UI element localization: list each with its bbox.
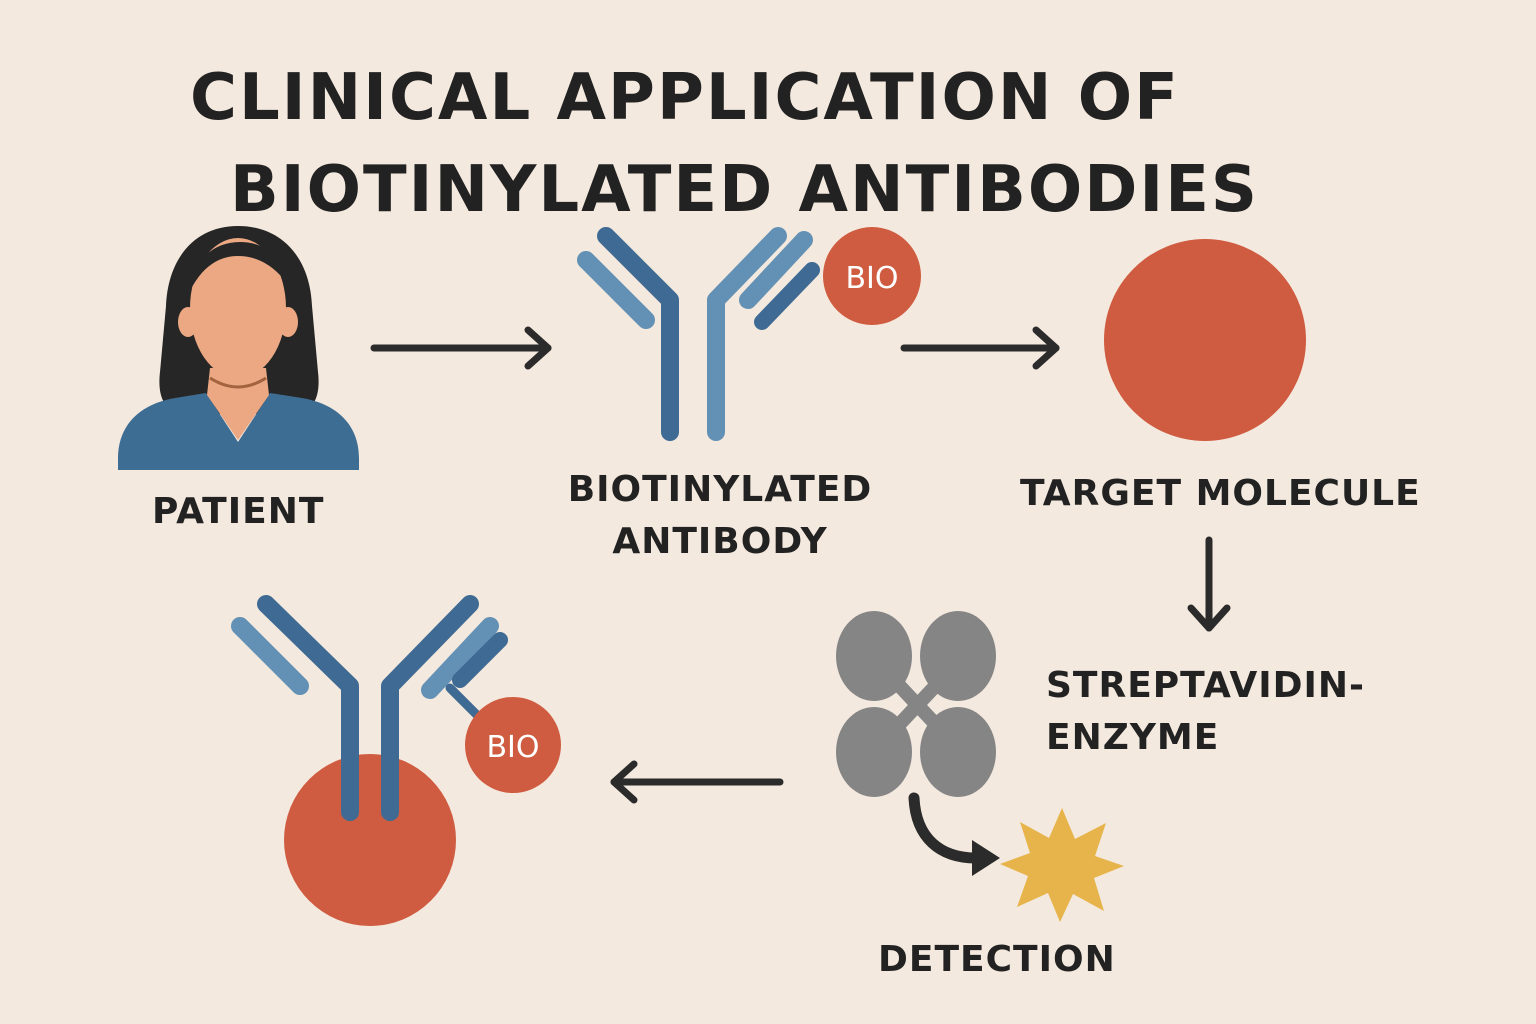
- biotin-tag-top-label: BIO: [845, 261, 898, 296]
- arrow-right-1: [370, 326, 552, 370]
- streptavidin-tetramer-icon: [836, 611, 996, 797]
- antibody-label-line-2: ANTIBODY: [612, 521, 828, 562]
- target-label: TARGET MOLECULE: [1020, 473, 1421, 514]
- streptavidin-label: STREPTAVIDIN- ENZYME: [1046, 660, 1365, 764]
- streptavidin-label-line-2: ENZYME: [1046, 717, 1220, 758]
- target-molecule-circle-icon: [1104, 239, 1306, 441]
- detection-label: DETECTION: [878, 939, 1116, 980]
- patient-person-icon: [118, 226, 359, 470]
- arrow-left: [610, 760, 784, 804]
- streptavidin-label-line-1: STREPTAVIDIN-: [1046, 665, 1365, 706]
- arrow-down: [1187, 536, 1231, 632]
- patient-label: PATIENT: [152, 491, 325, 532]
- antibody-y-icon: [577, 227, 820, 441]
- arrow-curved-to-detection: [908, 792, 1000, 876]
- biotin-tag-top: BIO: [823, 227, 921, 325]
- antibody-label-line-1: BIOTINYLATED: [567, 469, 873, 510]
- page-title: CLINICAL APPLICATION OF BIOTINYLATED ANT…: [190, 52, 1259, 236]
- title-line-2: BIOTINYLATED ANTIBODIES: [230, 153, 1259, 227]
- antibody-bound-target-complex-icon: BIO: [231, 595, 561, 926]
- detection-starburst-icon: [1000, 808, 1124, 922]
- arrow-right-2: [900, 326, 1060, 370]
- biotin-tag-bottom-label: BIO: [486, 730, 539, 765]
- title-line-1: CLINICAL APPLICATION OF: [190, 61, 1180, 135]
- antibody-label: BIOTINYLATED ANTIBODY: [540, 464, 900, 568]
